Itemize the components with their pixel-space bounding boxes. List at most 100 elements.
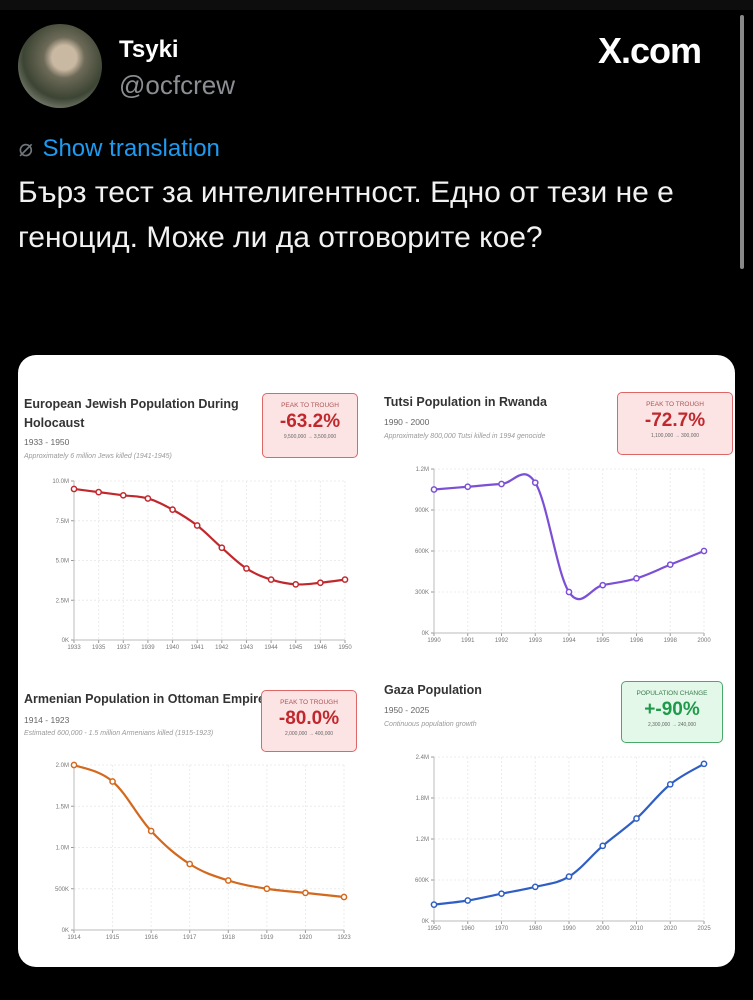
x-tick-label: 2010 [630, 926, 644, 932]
data-point [109, 778, 116, 785]
chart-title: Gaza Population [384, 683, 482, 697]
data-point [144, 495, 152, 502]
charts-canvas: 0K 2.5M 5.0M 7.5M 10.0M 1933 1935 1937 1939 1940 1… [52, 467, 711, 941]
data-point [224, 877, 232, 884]
data-point [186, 860, 194, 868]
y-tick-label: 2.0M [56, 763, 69, 769]
x-tick-label: 1946 [314, 645, 328, 651]
data-point [317, 579, 324, 587]
x-logo: X.com [598, 30, 702, 71]
x-tick-label: 1920 [299, 935, 313, 941]
badge-label: PEAK TO TROUGH [646, 401, 704, 408]
x-tick-label: 1935 [92, 645, 106, 651]
tweet-text: Бърз тест за интелигентност. Едно от тез… [18, 176, 674, 254]
chart-subtitle: 1914 - 1923 [24, 715, 70, 725]
data-point [292, 581, 300, 588]
y-tick-label: 1.5M [56, 804, 69, 810]
scrollbar[interactable] [740, 15, 744, 269]
data-point [70, 761, 78, 769]
data-point [430, 486, 438, 493]
y-tick-label: 7.5M [56, 519, 69, 525]
show-translation-link[interactable]: ⌀ Show translation [18, 134, 220, 163]
top-bar [0, 0, 753, 10]
data-point [341, 576, 349, 583]
chart-note: Approximately 6 million Jews killed (194… [24, 453, 172, 460]
chart-subtitle: 1990 - 2000 [384, 417, 430, 427]
y-tick-label: 0K [422, 631, 429, 637]
y-tick-label: 2.5M [56, 598, 69, 604]
data-point [147, 827, 155, 835]
x-tick-label: 1994 [562, 638, 576, 644]
peak-trough-badge: PEAK TO TROUGH -63.2% 9,500,000 → 3,500,… [262, 393, 358, 458]
x-tick-label: 1950 [338, 645, 352, 651]
chart-subtitle: 1950 - 2025 [384, 705, 430, 715]
x-tick-label: 1945 [289, 645, 303, 651]
x-tick-label: 2025 [697, 926, 711, 932]
y-tick-label: 2.4M [416, 755, 429, 761]
x-tick-label: 1943 [240, 645, 254, 651]
data-point [700, 760, 708, 768]
population-change-badge: POPULATION CHANGE +-90% 2,300,000 → 240,… [621, 681, 723, 743]
data-point [599, 842, 607, 850]
show-translation-label: Show translation [42, 134, 220, 162]
chart-title: Armenian Population in Ottoman Empire [24, 692, 265, 706]
x-tick-label: 1942 [215, 645, 229, 651]
x-tick-label: 1937 [117, 645, 131, 651]
y-tick-label: 1.8M [416, 796, 429, 802]
data-point [169, 506, 176, 513]
x-tick-label: 1960 [461, 926, 475, 932]
x-tick-label: 2020 [664, 926, 678, 932]
data-point [464, 483, 472, 491]
badge-range: 1,100,000 → 300,000 [650, 433, 700, 439]
avatar[interactable] [18, 24, 102, 108]
globe-slash-icon: ⌀ [18, 135, 33, 162]
data-point [498, 890, 505, 898]
data-point [119, 491, 127, 499]
data-point [267, 576, 275, 583]
x-tick-label: 1940 [166, 645, 180, 651]
y-tick-label: 5.0M [56, 559, 69, 565]
y-tick-label: 0K [62, 638, 69, 644]
author-handle[interactable]: @ocfcrew [119, 70, 235, 100]
tweet-image[interactable]: 0K 2.5M 5.0M 7.5M 10.0M 1933 1935 1937 1939 1940 1… [18, 355, 735, 967]
data-point [193, 522, 201, 529]
chart-title: Tutsi Population in Rwanda [384, 395, 547, 409]
data-point [565, 873, 573, 880]
x-tick-label: 1992 [495, 638, 509, 644]
peak-trough-badge: PEAK TO TROUGH -72.7% 1,100,000 → 300,00… [617, 392, 733, 455]
x-tick-label: 1998 [664, 638, 678, 644]
x-tick-label: 1916 [144, 935, 158, 941]
chart-note: Estimated 600,000 - 1.5 million Armenian… [24, 730, 214, 737]
x-tick-label: 1991 [461, 638, 475, 644]
x-tick-label: 1993 [529, 638, 543, 644]
series-line [73, 487, 346, 586]
data-point [498, 480, 505, 488]
x-tick-label: 1950 [427, 926, 441, 932]
data-point [218, 544, 226, 552]
author-name[interactable]: Tsyki [119, 36, 179, 63]
x-tick-label: 1944 [264, 645, 278, 651]
badge-label: PEAK TO TROUGH [281, 402, 339, 409]
data-point [243, 565, 250, 572]
badge-label: PEAK TO TROUGH [280, 699, 338, 706]
data-point [565, 588, 573, 596]
x-tick-label: 1990 [562, 926, 576, 932]
badge-value: -80.0% [278, 708, 340, 729]
x-tick-label: 1923 [337, 935, 351, 941]
data-point [666, 780, 674, 788]
badge-range: 9,500,000 → 3,500,000 [283, 434, 337, 440]
data-point [430, 901, 438, 908]
series-line [433, 473, 705, 601]
x-tick-label: 1933 [67, 645, 81, 651]
data-point [464, 897, 472, 904]
y-tick-label: 0K [422, 919, 429, 925]
x-tick-label: 1915 [106, 935, 120, 941]
x-tick-label: 2000 [697, 638, 711, 644]
data-point [633, 574, 640, 582]
data-point [340, 893, 348, 901]
data-point [95, 488, 102, 496]
badge-label: POPULATION CHANGE [636, 690, 708, 697]
chart-subtitle: 1933 - 1950 [24, 437, 70, 447]
x-tick-label: 2000 [596, 926, 610, 932]
data-point [666, 561, 674, 569]
